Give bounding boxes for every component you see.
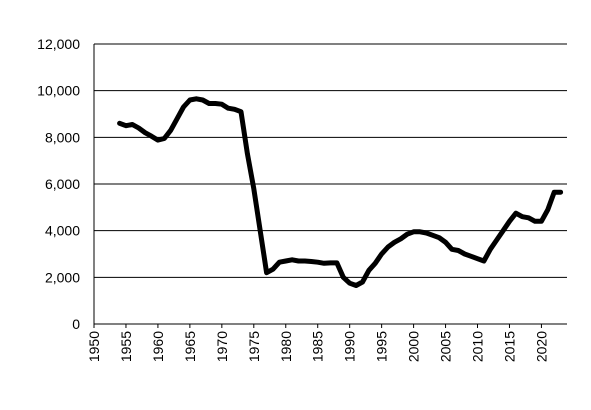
y-tick-labels: 0 2,000 4,000 6,000 8,000 10,000 12,000 <box>37 36 80 332</box>
x-tick-label-13: 2015 <box>501 331 517 362</box>
x-tick-labels: 1950 1955 1960 1965 1970 1975 1980 1985 1990 1995… <box>86 331 549 362</box>
gridlines <box>94 43 567 278</box>
y-tick-label-0: 0 <box>72 316 80 332</box>
y-tick-label-2: 4,000 <box>45 223 80 239</box>
series-group <box>117 96 564 288</box>
x-tick-label-6: 1980 <box>278 331 294 362</box>
x-tick-label-9: 1995 <box>374 331 390 362</box>
x-tick-label-3: 1965 <box>182 331 198 362</box>
y-tick-label-3: 6,000 <box>45 176 80 192</box>
x-tick-label-7: 1985 <box>310 331 326 362</box>
x-tick-label-8: 1990 <box>342 331 358 362</box>
x-tick-label-14: 2020 <box>533 331 549 362</box>
x-tick-label-12: 2010 <box>470 331 486 362</box>
x-tick-label-10: 2000 <box>406 331 422 362</box>
x-ticks <box>93 324 542 328</box>
x-tick-label-4: 1970 <box>214 331 230 362</box>
x-tick-label-11: 2005 <box>438 331 454 362</box>
y-tick-label-5: 10,000 <box>37 83 80 99</box>
x-tick-label-2: 1960 <box>150 331 166 362</box>
x-tick-label-5: 1975 <box>246 331 262 362</box>
y-tick-label-1: 2,000 <box>45 269 80 285</box>
y-tick-label-6: 12,000 <box>37 36 80 52</box>
axes <box>93 44 567 325</box>
x-tick-label-1: 1955 <box>118 331 134 362</box>
y-tick-label-4: 8,000 <box>45 129 80 145</box>
x-tick-label-0: 1950 <box>86 331 102 362</box>
series-line-0 <box>117 96 564 288</box>
